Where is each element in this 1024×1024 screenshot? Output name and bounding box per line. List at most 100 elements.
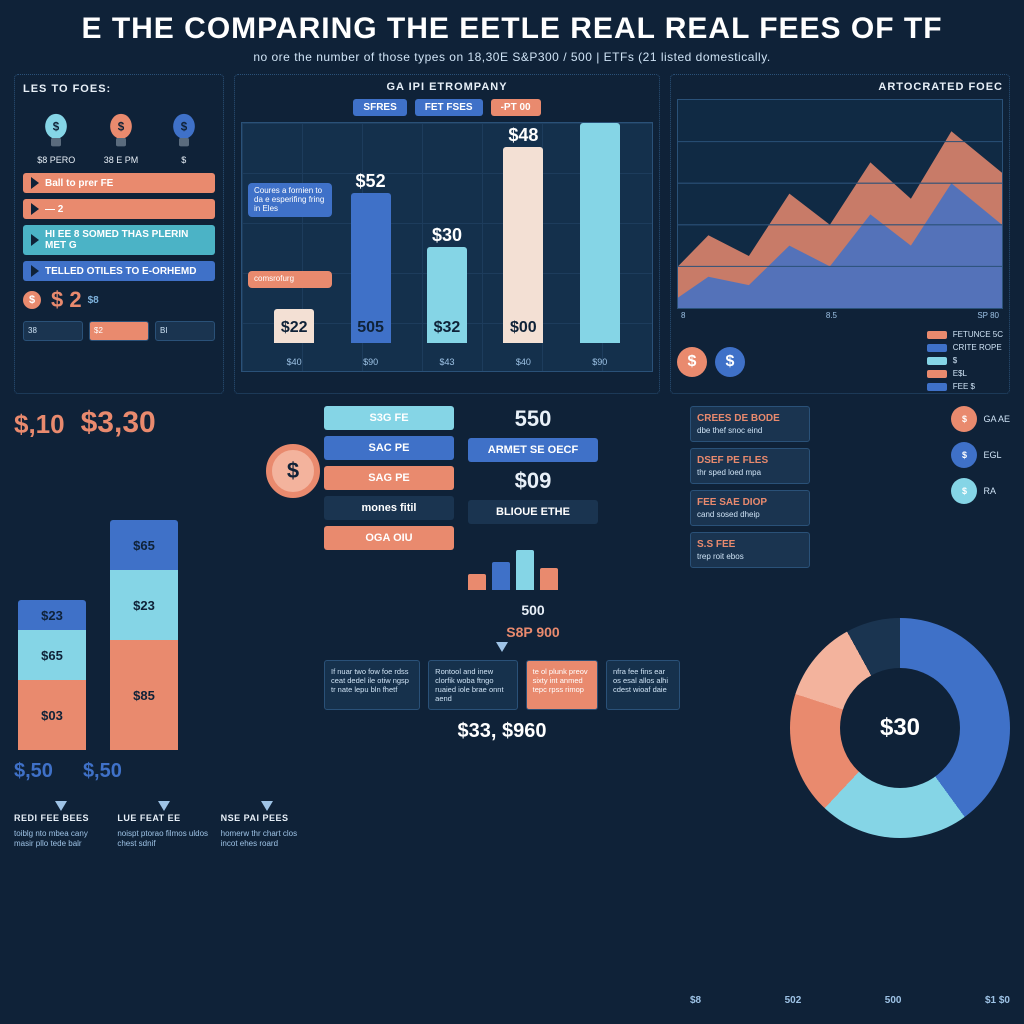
bc-rbox-1: BLIOUE ETHE (468, 500, 598, 524)
chip: TELLED OTILES TO E-ORHEMD (23, 261, 215, 281)
price-0: $,50 (14, 760, 53, 783)
minibox: $2 (89, 321, 149, 341)
svg-text:$: $ (181, 121, 188, 134)
chip-list: Ball to prer FE— 2HI EE 8 SOMED THAS PLE… (23, 173, 215, 281)
foot-col: NSE PAI PEEShomerw thr chart clos incot … (221, 799, 314, 849)
xaxis-tick: $40 (287, 357, 302, 367)
pie-card: FEE SAE DIOPcand sosed dheip (690, 490, 810, 526)
bar: $52505 (351, 193, 391, 343)
svg-text:$: $ (53, 121, 60, 134)
xaxis-tick: $90 (363, 357, 378, 367)
coin-icon: $ (715, 347, 745, 377)
bc-num-0: 550 (468, 406, 598, 432)
page-subtitle: no ore the number of those types on 18,3… (14, 50, 1010, 64)
pill: -PT 00 (491, 99, 541, 116)
info-card: If nuar two fow foe rdss ceat dedel ile … (324, 660, 420, 710)
mini-bar (468, 574, 486, 590)
bc-num-1: $09 (468, 468, 598, 494)
bar-over-label: $52 (356, 171, 386, 192)
info-cards: If nuar two fow foe rdss ceat dedel ile … (324, 660, 680, 710)
dollar-icon: $ (23, 291, 41, 309)
area-xtick: 8 (681, 311, 685, 320)
arrow-down-icon (55, 801, 67, 811)
bar-segment: $85 (110, 640, 178, 750)
bar-label: $00 (510, 319, 537, 337)
bar-over-label: $48 (508, 125, 538, 146)
bar: $30$32 (427, 247, 467, 343)
bar-label: $32 (434, 319, 461, 337)
bl-foot: REDI FEE BEEStoiblg nto mbea cany masir … (14, 799, 314, 849)
xaxis-tick: $40 (516, 357, 531, 367)
bar: $22 (274, 309, 314, 343)
side-coin: $GA AE (951, 406, 1010, 432)
xaxis: $40 $90 $43 $40 $90 (242, 357, 652, 367)
pie-card: CREES DE BODEdbe thef snoc eind (690, 406, 810, 442)
area-xticks: 8 8.5 SP 80 (677, 309, 1003, 322)
bar-segment: $23 (18, 600, 86, 630)
arrow-down-icon (496, 642, 508, 652)
side-coins: $GA AE$EGL$RA (951, 406, 1010, 504)
bar-label: $22 (281, 319, 308, 337)
bulb-row: $$8 PERO$38 E PM$$ (23, 101, 215, 165)
stack-box: S3G FE (324, 406, 454, 430)
bar-label: 505 (357, 319, 384, 337)
pill: SFRES (353, 99, 406, 116)
xaxis-tick: $43 (439, 357, 454, 367)
minibox: 38 (23, 321, 83, 341)
bl-num-0: $,10 (14, 409, 65, 440)
bc-below-0: 500 (468, 602, 598, 618)
mini-bar (516, 550, 534, 590)
bl-num-1: $3,30 (81, 406, 156, 440)
pill: FET FSES (415, 99, 483, 116)
donut-center: $30 (840, 668, 960, 788)
br-foot-item: 500 (885, 995, 902, 1006)
stack-box: OGA OIU (324, 526, 454, 550)
bar-segment: $03 (18, 680, 86, 750)
area-title: Artocrated foec (677, 81, 1003, 93)
area-chart (677, 99, 1003, 309)
foot-col: LUE FEAT EEnoispt ptorao filmos uldos ch… (117, 799, 210, 849)
minirow: 38$2BI (23, 321, 215, 341)
right-panel: Artocrated foec 8 8.5 SP 80 $ $ FETUNCE 5CC… (670, 74, 1010, 394)
left-two-num: $ $ 2 $8 (23, 287, 215, 313)
bc-rbox-0: ARMET SE OECF (468, 438, 598, 462)
mini-bar (540, 568, 558, 590)
bars: $22$52505$30$32$48$00 (242, 123, 652, 371)
svg-text:$: $ (118, 121, 125, 134)
center-bars (468, 540, 598, 590)
stack-box: mones fitil (324, 496, 454, 520)
foot-col: REDI FEE BEEStoiblg nto mbea cany masir … (14, 799, 107, 849)
legend-item: FEE $ (927, 382, 1003, 391)
page-title: E THE COMPARING THE EETlE REAL REAL FEES… (14, 12, 1010, 46)
bulb-icon: $38 E PM (104, 113, 139, 165)
br-foot-item: 502 (785, 995, 802, 1006)
br-foot: $8502500$1 $0 (690, 995, 1010, 1006)
br-foot-item: $1 $0 (985, 995, 1010, 1006)
num-b: $8 (88, 295, 99, 306)
area-xtick: SP 80 (977, 311, 999, 320)
pie-card: S.S FEEtrep roit ebos (690, 532, 810, 568)
pie-cards: CREES DE BODEdbe thef snoc eind DSEF PE F… (690, 406, 810, 568)
xaxis-tick: $90 (592, 357, 607, 367)
info-card: Rontool and inew clorfik woba ftngo ruai… (428, 660, 517, 710)
bottom-center: S3G FESAC PESAG PEmones fitilOGA OIU 550… (324, 406, 680, 1006)
chip: Ball to prer FE (23, 173, 215, 193)
price-1: $,50 (83, 760, 122, 783)
area-xtick: 8.5 (826, 311, 837, 320)
info-card: nfra fee fins ear os esal allos alhi cde… (606, 660, 680, 710)
coin-icon: $ (677, 347, 707, 377)
stacked-bar: $03$65$23$23 (18, 600, 86, 750)
num-a: $ 2 (51, 287, 82, 313)
left-panel: les to foes: $$8 PERO$38 E PM$$ Ball to … (14, 74, 224, 394)
bar (580, 123, 620, 343)
legend: FETUNCE 5CCRITE ROPE$E$LFEE $ (927, 330, 1003, 391)
callout: comsrofurg (248, 271, 332, 288)
stack-box: SAG PE (324, 466, 454, 490)
legend-item: $ (927, 356, 1003, 365)
bar-segment: $23 (110, 570, 178, 640)
bc-foot-amount: $33, $960 (324, 720, 680, 743)
pie-card: DSEF PE FLESthr sped loed mpa (690, 448, 810, 484)
left-title: les to foes: (23, 83, 215, 95)
dollar-coin-icon: $ (266, 444, 320, 498)
bar-segment: $65 (18, 630, 86, 680)
